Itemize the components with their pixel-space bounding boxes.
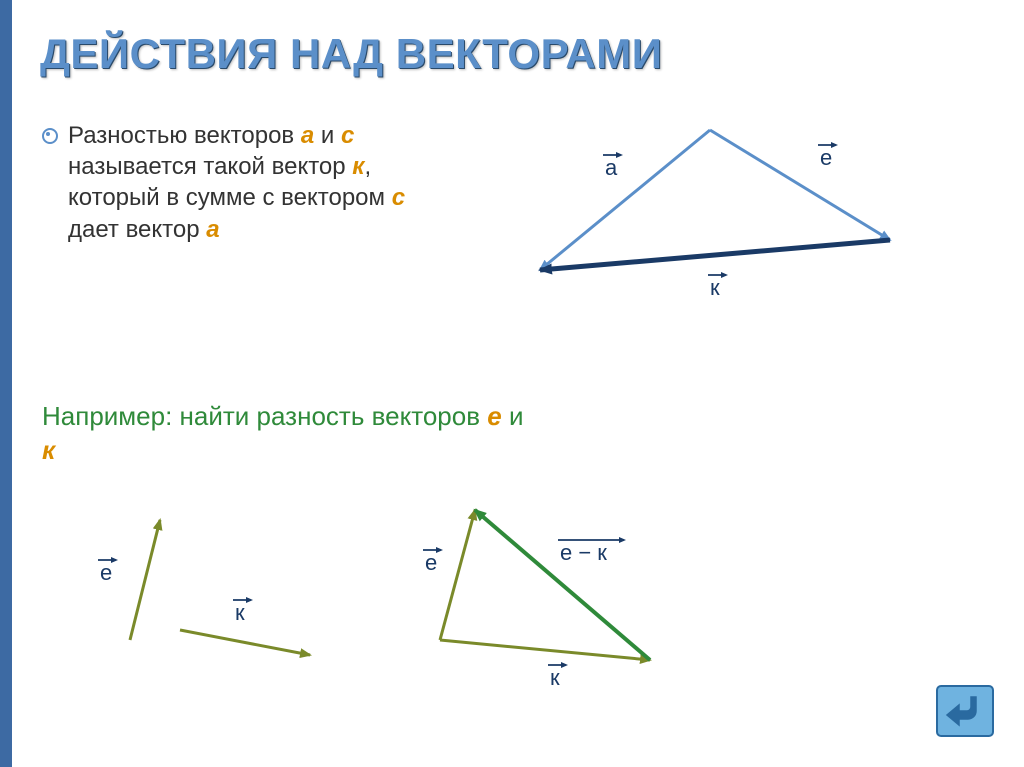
vector-a-arrow <box>540 130 710 270</box>
def-text-5: дает вектор <box>68 216 206 243</box>
svg-text:к: к <box>235 600 245 625</box>
def-vec-a: а <box>301 122 314 149</box>
def-text-3: называется такой вектор <box>68 153 352 180</box>
svg-text:e: e <box>425 550 437 575</box>
vector-k-arrow <box>440 640 650 660</box>
svg-text:к: к <box>710 275 720 300</box>
definition-text: Разностью векторов а и с называется тако… <box>68 120 462 245</box>
title-word-2: над <box>290 30 384 77</box>
return-icon[interactable] <box>936 685 994 737</box>
vector-diff-label: e − к <box>558 537 626 565</box>
vector-e-arrow <box>440 510 475 640</box>
diagram-triangle-aek: a e к <box>520 120 940 330</box>
svg-text:a: a <box>605 155 618 180</box>
slide-title: Действия над векторами <box>40 30 662 78</box>
ex-vec-e: е <box>487 401 501 431</box>
left-accent-bar <box>0 0 12 767</box>
example-text: Например: найти разность векторов е и к <box>42 400 542 468</box>
svg-text:e: e <box>820 145 832 170</box>
ex-prefix: Например: найти разность векторов <box>42 401 487 431</box>
vector-e-arrow <box>710 130 890 240</box>
bullet-icon <box>42 128 58 144</box>
vector-a-label: a <box>603 152 623 180</box>
title-word-3: векторами <box>396 30 663 77</box>
def-vec-a2: а <box>206 216 219 243</box>
diagram-free-vectors-ek: e к <box>90 500 340 690</box>
vector-e-arrow <box>130 520 160 640</box>
def-text-1: Разностью векторов <box>68 122 301 149</box>
slide: Действия над векторами Разностью векторо… <box>0 0 1024 767</box>
vector-e-label: e <box>98 557 118 585</box>
svg-text:e: e <box>100 560 112 585</box>
vector-k-label: к <box>233 597 253 625</box>
def-vec-k: к <box>352 153 364 180</box>
vector-k-label: к <box>708 272 728 300</box>
vector-e-label: e <box>818 142 838 170</box>
svg-text:к: к <box>550 665 560 690</box>
definition-block: Разностью векторов а и с называется тако… <box>42 120 462 245</box>
svg-text:e − к: e − к <box>560 540 607 565</box>
bullet-row: Разностью векторов а и с называется тако… <box>42 120 462 245</box>
vector-e-label: e <box>423 547 443 575</box>
def-vec-c2: с <box>392 184 405 211</box>
vector-diff-arrow <box>475 510 650 660</box>
title-word-1: Действия <box>40 30 278 77</box>
vector-k-label: к <box>548 662 568 690</box>
diagram-subtraction-triangle: e к e − к <box>420 490 720 710</box>
ex-vec-k: к <box>42 435 55 465</box>
ex-and: и <box>502 401 524 431</box>
vector-k-arrow <box>180 630 310 655</box>
def-vec-c: с <box>341 122 354 149</box>
vector-k-arrow <box>540 240 890 270</box>
def-text-2: и <box>314 122 341 149</box>
